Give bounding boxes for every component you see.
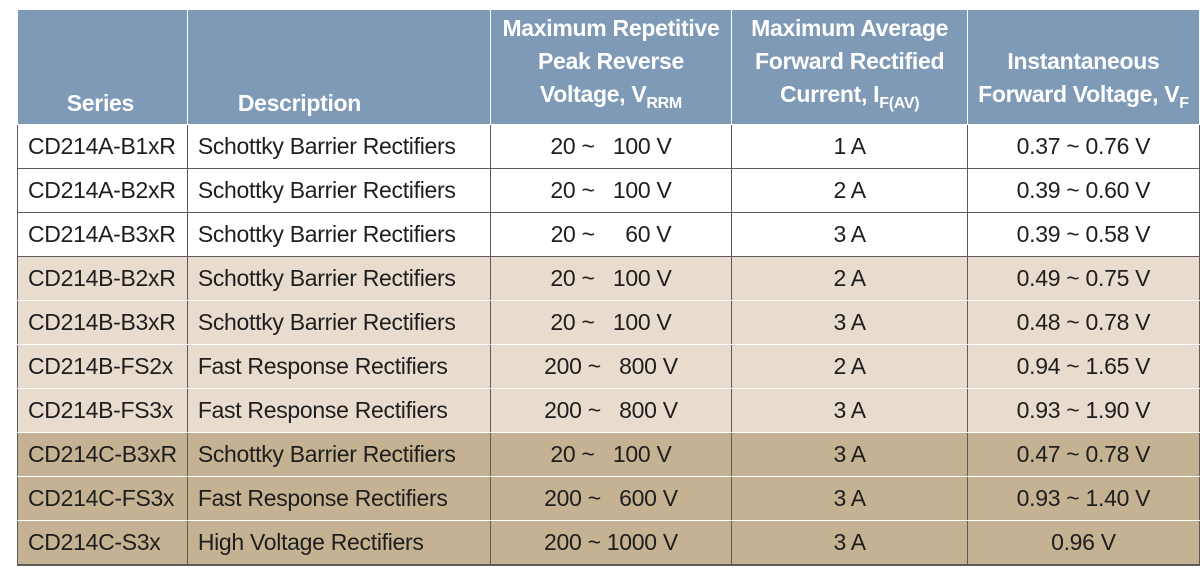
description-cell: Fast Response Rectifiers xyxy=(186,476,491,521)
rectifier-series-table: Series Description Maximum Repetitive Pe… xyxy=(17,9,1200,566)
vf-cell: 0.37 ~ 0.76 V xyxy=(966,124,1200,169)
header-vrrm: Maximum Repetitive Peak Reverse Voltage,… xyxy=(489,9,733,125)
table-header-row: Series Description Maximum Repetitive Pe… xyxy=(17,9,1200,125)
rectifier-table-container: Series Description Maximum Repetitive Pe… xyxy=(17,9,1200,566)
vf-cell: 0.48 ~ 0.78 V xyxy=(966,300,1200,345)
vrrm-cell: 20 ~ 60 V xyxy=(489,212,733,257)
vrrm-cell: 20 ~ 100 V xyxy=(489,432,733,477)
table-row: CD214B-FS3x Fast Response Rectifiers 200… xyxy=(17,388,1200,433)
vf-cell: 0.39 ~ 0.60 V xyxy=(966,168,1200,213)
vrrm-cell: 20 ~ 100 V xyxy=(489,124,733,169)
table-row: CD214C-FS3x Fast Response Rectifiers 200… xyxy=(17,476,1200,521)
header-ifav: Maximum Average Forward Rectified Curren… xyxy=(731,9,968,125)
header-series: Series xyxy=(17,9,188,125)
ifav-cell: 3 A xyxy=(731,212,968,257)
description-cell: Schottky Barrier Rectifiers xyxy=(186,168,491,213)
series-cell: CD214B-B3xR xyxy=(17,300,188,345)
table-row: CD214A-B3xR Schottky Barrier Rectifiers … xyxy=(17,212,1200,257)
series-cell: CD214B-FS2x xyxy=(17,344,188,389)
series-cell: CD214C-FS3x xyxy=(17,476,188,521)
ifav-cell: 2 A xyxy=(731,344,968,389)
vf-cell: 0.93 ~ 1.40 V xyxy=(966,476,1200,521)
ifav-cell: 3 A xyxy=(731,432,968,477)
vrrm-cell: 20 ~ 100 V xyxy=(489,168,733,213)
vrrm-cell: 20 ~ 100 V xyxy=(489,300,733,345)
description-cell: Schottky Barrier Rectifiers xyxy=(186,300,491,345)
table-row: CD214B-B2xR Schottky Barrier Rectifiers … xyxy=(17,256,1200,301)
vrrm-cell: 200 ~ 800 V xyxy=(489,344,733,389)
series-cell: CD214A-B3xR xyxy=(17,212,188,257)
vf-cell: 0.93 ~ 1.90 V xyxy=(966,388,1200,433)
vrrm-cell: 20 ~ 100 V xyxy=(489,256,733,301)
ifav-cell: 1 A xyxy=(731,124,968,169)
description-cell: Fast Response Rectifiers xyxy=(186,344,491,389)
description-cell: Schottky Barrier Rectifiers xyxy=(186,432,491,477)
header-vf: Instantaneous Forward Voltage, VF xyxy=(966,9,1200,125)
description-cell: Schottky Barrier Rectifiers xyxy=(186,212,491,257)
ifav-cell: 3 A xyxy=(731,388,968,433)
ifav-cell: 3 A xyxy=(731,520,968,566)
table-row: CD214B-B3xR Schottky Barrier Rectifiers … xyxy=(17,300,1200,345)
ifav-cell: 2 A xyxy=(731,256,968,301)
description-cell: Schottky Barrier Rectifiers xyxy=(186,124,491,169)
series-cell: CD214B-FS3x xyxy=(17,388,188,433)
vrrm-cell: 200 ~ 1000 V xyxy=(489,520,733,566)
ifav-cell: 3 A xyxy=(731,476,968,521)
description-cell: High Voltage Rectifiers xyxy=(186,520,491,566)
table-row: CD214A-B2xR Schottky Barrier Rectifiers … xyxy=(17,168,1200,213)
series-cell: CD214C-S3x xyxy=(17,520,188,566)
table-row: CD214B-FS2x Fast Response Rectifiers 200… xyxy=(17,344,1200,389)
vf-cell: 0.49 ~ 0.75 V xyxy=(966,256,1200,301)
series-cell: CD214B-B2xR xyxy=(17,256,188,301)
description-cell: Schottky Barrier Rectifiers xyxy=(186,256,491,301)
header-description: Description xyxy=(186,9,491,125)
vf-cell: 0.94 ~ 1.65 V xyxy=(966,344,1200,389)
ifav-cell: 2 A xyxy=(731,168,968,213)
series-cell: CD214A-B1xR xyxy=(17,124,188,169)
table-body: CD214A-B1xR Schottky Barrier Rectifiers … xyxy=(17,124,1200,566)
series-cell: CD214C-B3xR xyxy=(17,432,188,477)
vf-cell: 0.39 ~ 0.58 V xyxy=(966,212,1200,257)
vrrm-cell: 200 ~ 600 V xyxy=(489,476,733,521)
vf-cell: 0.96 V xyxy=(966,520,1200,566)
vf-cell: 0.47 ~ 0.78 V xyxy=(966,432,1200,477)
vrrm-cell: 200 ~ 800 V xyxy=(489,388,733,433)
table-row: CD214C-B3xR Schottky Barrier Rectifiers … xyxy=(17,432,1200,477)
ifav-cell: 3 A xyxy=(731,300,968,345)
series-cell: CD214A-B2xR xyxy=(17,168,188,213)
table-row: CD214C-S3x High Voltage Rectifiers 200 ~… xyxy=(17,520,1200,566)
table-row: CD214A-B1xR Schottky Barrier Rectifiers … xyxy=(17,124,1200,169)
description-cell: Fast Response Rectifiers xyxy=(186,388,491,433)
